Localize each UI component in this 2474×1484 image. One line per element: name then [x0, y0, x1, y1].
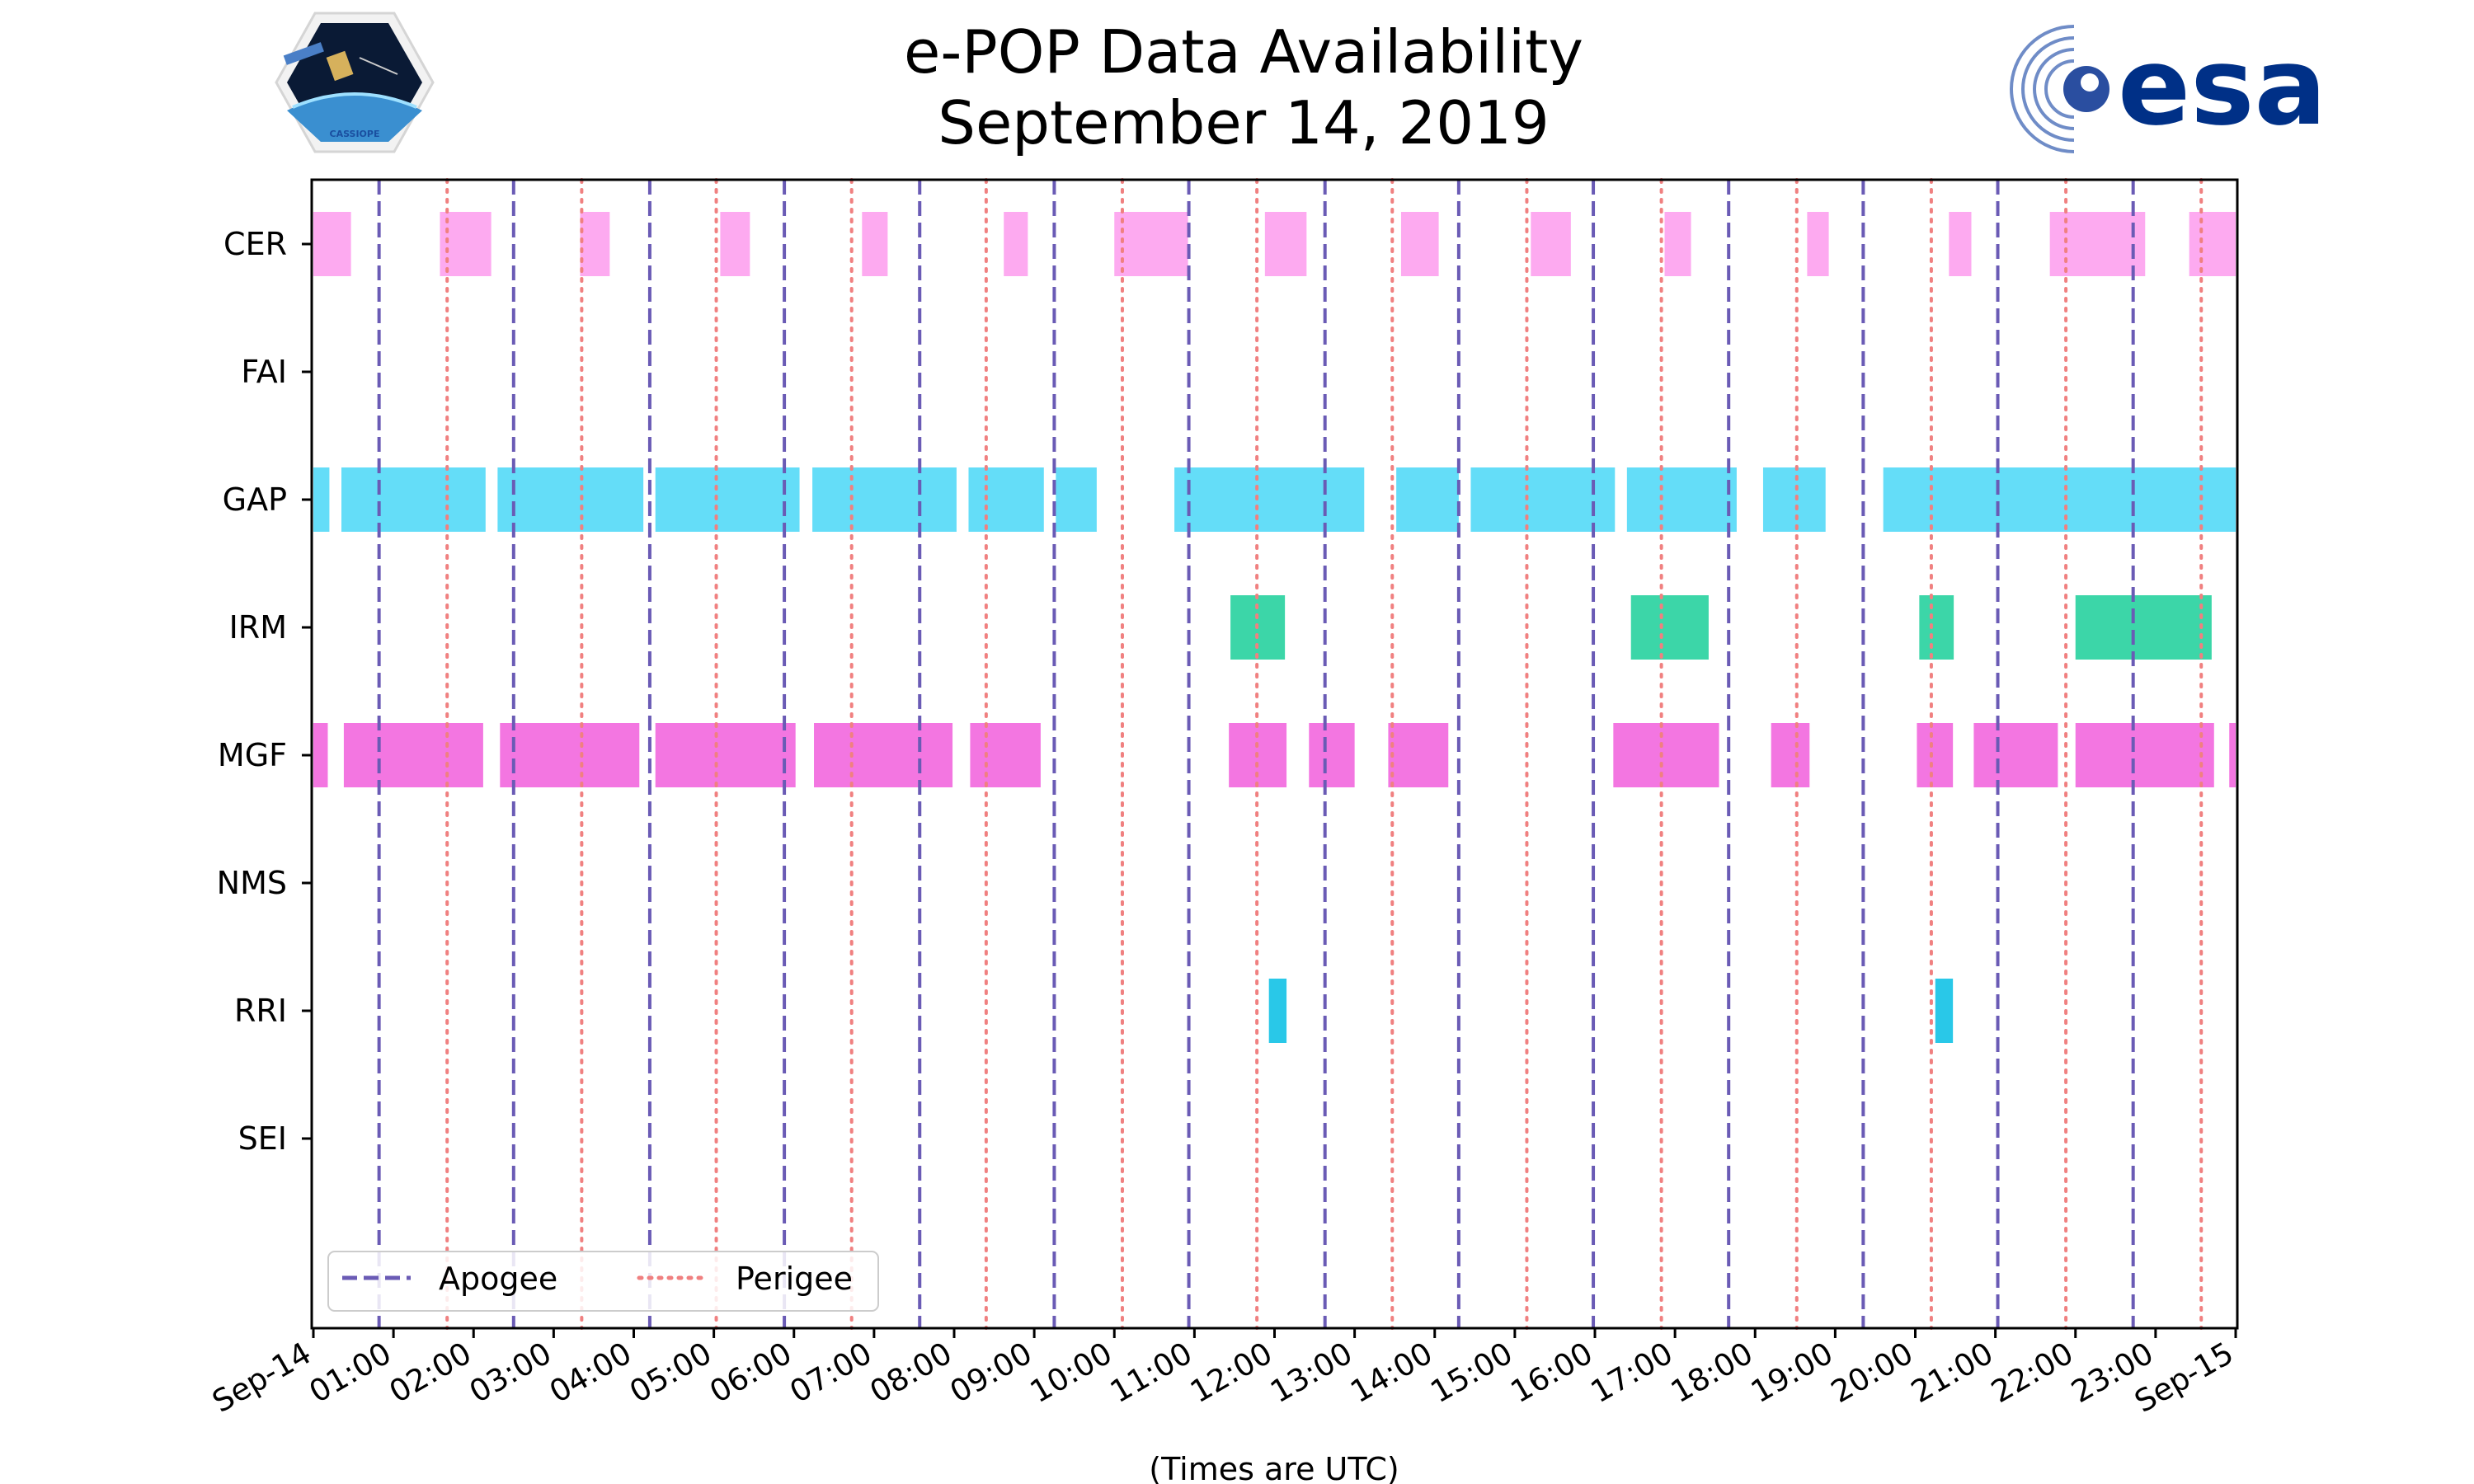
bar-mgf: [970, 723, 1041, 787]
bar-irm: [1919, 595, 1954, 660]
bar-cer: [313, 212, 351, 276]
bar-gap: [968, 467, 1044, 532]
y-tick-label: IRM: [229, 609, 287, 646]
bar-cer: [1949, 212, 1972, 276]
bar-mgf: [1973, 723, 2058, 787]
bar-rri: [1935, 979, 1954, 1043]
y-axis: CER FAI GAP IRM MGF NMS RRI SEI: [217, 226, 312, 1157]
y-tick-label: FAI: [241, 354, 287, 390]
bar-gap: [1174, 467, 1365, 532]
y-tick-label: SEI: [238, 1120, 287, 1157]
y-tick-label: RRI: [234, 993, 287, 1029]
chart-title-line1: e-POP Data Availability: [904, 17, 1583, 87]
bar-gap: [1396, 467, 1459, 532]
legend: Apogee Perigee: [327, 1251, 879, 1312]
bar-cer: [720, 212, 750, 276]
logo-earth: [287, 94, 422, 142]
chart-title-line2: September 14, 2019: [938, 88, 1549, 157]
bar-gap: [1470, 467, 1616, 532]
bar-mgf: [1613, 723, 1719, 787]
bar-cer: [1004, 212, 1028, 276]
legend-apogee-label: Apogee: [439, 1261, 557, 1297]
legend-perigee-label: Perigee: [736, 1261, 853, 1297]
bar-mgf: [343, 723, 483, 787]
bar-cer: [2189, 212, 2236, 276]
esa-logo-text: esa: [2118, 24, 2326, 149]
bar-gap: [341, 467, 486, 532]
bar-cer: [1531, 212, 1571, 276]
cassiope-logo: CASSIOPE: [275, 12, 435, 153]
bar-gap: [313, 467, 330, 532]
y-tick-label: NMS: [217, 865, 287, 901]
bar-mgf: [2075, 723, 2214, 787]
bar-mgf: [1771, 723, 1810, 787]
bar-mgf: [814, 723, 953, 787]
logo-atmosphere: [292, 92, 417, 109]
y-tick-label: CER: [223, 226, 287, 262]
availability-bars: [313, 212, 2236, 1043]
bar-cer: [1664, 212, 1691, 276]
bar-gap: [812, 467, 957, 532]
bar-cer: [1264, 212, 1307, 276]
bar-mgf: [313, 723, 328, 787]
bar-cer: [862, 212, 888, 276]
bar-mgf: [1917, 723, 1954, 787]
bar-gap: [1883, 467, 2236, 532]
bar-gap: [497, 467, 644, 532]
bar-gap: [1056, 467, 1097, 532]
x-axis-label: (Times are UTC): [1149, 1451, 1399, 1484]
bar-irm: [2075, 595, 2212, 660]
bar-gap: [1626, 467, 1737, 532]
bar-cer: [1400, 212, 1439, 276]
y-tick-label: MGF: [218, 737, 287, 773]
bar-mgf: [1309, 723, 1355, 787]
bar-cer: [1114, 212, 1188, 276]
esa-swirl-icon: [2010, 25, 2140, 157]
y-tick-label: GAP: [223, 481, 287, 518]
bar-gap: [655, 467, 800, 532]
bar-cer: [2049, 212, 2146, 276]
orbit-event-lines: [377, 178, 2204, 1330]
esa-logo: esa: [2010, 24, 2326, 157]
bar-irm: [1630, 595, 1709, 660]
bar-gap: [1762, 467, 1826, 532]
bar-mgf: [500, 723, 640, 787]
bar-rri: [1268, 979, 1287, 1043]
bar-mgf: [2229, 723, 2236, 787]
bar-cer: [1807, 212, 1829, 276]
satellite-icon: [283, 42, 398, 82]
bar-mgf: [655, 723, 796, 787]
legend-box: [327, 1251, 879, 1312]
bar-mgf: [1388, 723, 1449, 787]
mission-logo-text: CASSIOPE: [330, 129, 380, 139]
bar-cer: [580, 212, 610, 276]
